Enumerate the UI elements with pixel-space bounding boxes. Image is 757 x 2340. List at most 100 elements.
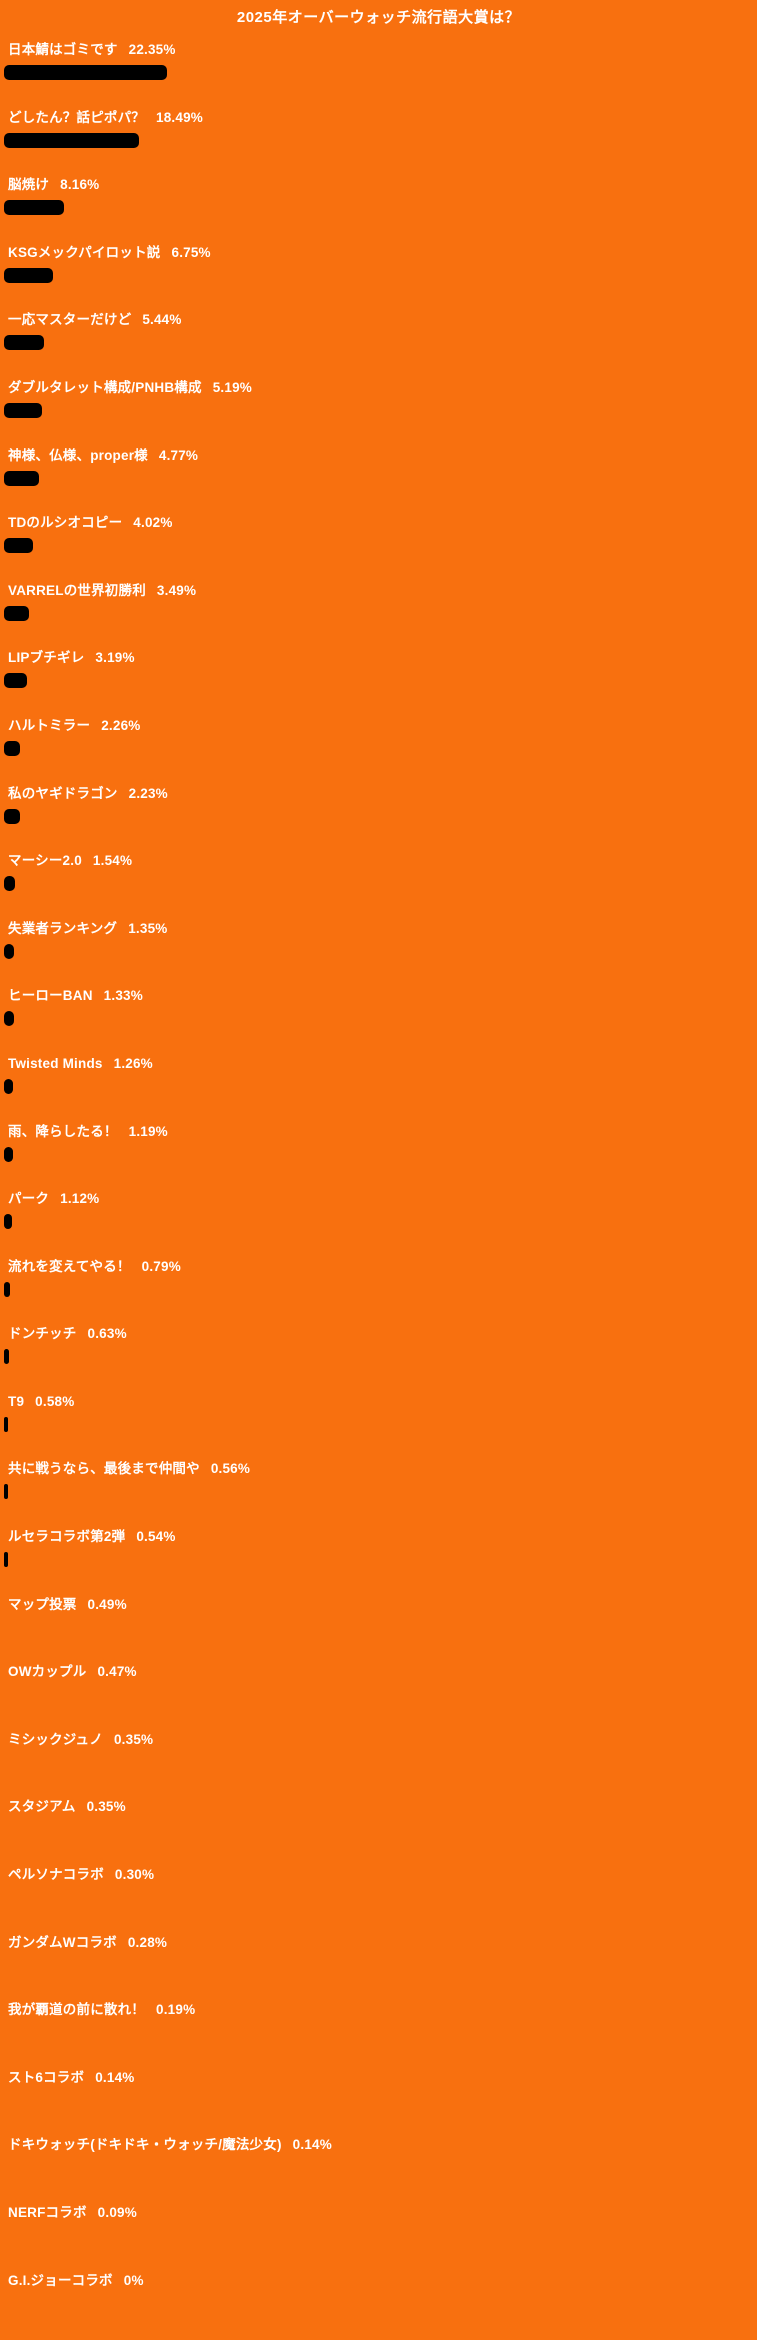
bar [4, 1146, 13, 1162]
category-label: NERFコラボ [8, 2205, 87, 2220]
value-label: 0.56% [210, 1461, 251, 1477]
value-label: 6.75% [171, 244, 211, 260]
category-label: ガンダムWコラボ [8, 1934, 117, 1950]
row-label: どしたん？話ピポパ？ 18.49% [8, 110, 757, 125]
row-label: ヒーローBAN 1.33% [8, 988, 757, 1003]
row-label: LIPブチギレ 3.19% [8, 650, 757, 665]
chart-row: 私のヤギドラゴン 2.23% [0, 786, 757, 854]
chart-row: OWカップル 0.47% [0, 1664, 757, 1732]
value-label: 8.16% [60, 177, 100, 193]
row-label: Twisted Minds 1.26% [8, 1056, 757, 1071]
bar [4, 65, 168, 80]
value-label: 0.58% [35, 1393, 75, 1409]
row-label: TDのルシオコピー 4.02% [8, 515, 757, 530]
category-label: ヒーローBAN [8, 988, 93, 1004]
value-label: 1.35% [128, 920, 168, 936]
category-label: スト6コラボ [8, 2069, 85, 2085]
category-label: マップ投票 [8, 1596, 77, 1612]
row-label: ドキウォッチ(ドキドキ・ウォッチ/魔法少女) 0.14% [8, 2137, 757, 2152]
category-label: どしたん？話ピポパ？ [8, 109, 145, 125]
chart-row: 我が覇道の前に散れ！ 0.19% [0, 2002, 757, 2070]
bar [4, 673, 28, 689]
category-label: 流れを変えてやる！ [8, 1258, 131, 1274]
chart-row: G.I.ジョーコラボ 0% [0, 2273, 757, 2340]
row-label: T9 0.58% [8, 1394, 757, 1409]
chart-row: 一応マスターだけど 5.44% [0, 312, 757, 380]
chart-row: TDのルシオコピー 4.02% [0, 515, 757, 583]
value-label: 0.28% [127, 1934, 168, 1950]
row-label: ペルソナコラボ 0.30% [8, 1867, 757, 1882]
category-label: G.I.ジョーコラボ [8, 2272, 113, 2288]
chart-row: NERFコラボ 0.09% [0, 2205, 757, 2273]
category-label: Twisted Minds [8, 1055, 103, 1071]
value-label: 1.26% [113, 1055, 153, 1071]
row-label: ルセラコラボ第2弾 0.54% [8, 1529, 757, 1544]
value-label: 0.19% [156, 2002, 196, 2018]
value-label: 4.02% [133, 515, 173, 531]
row-label: スタジアム 0.35% [8, 1799, 757, 1814]
category-label: ダブルタレット構成/PNHB構成 [8, 379, 202, 395]
value-label: 0.54% [136, 1529, 176, 1545]
bar [4, 1416, 9, 1432]
chart-row: スタジアム 0.35% [0, 1799, 757, 1867]
category-label: ドンチッチ [8, 1326, 77, 1342]
chart-row: T9 0.58% [0, 1394, 757, 1462]
row-label: ダブルタレット構成/PNHB構成 5.19% [8, 380, 757, 395]
bar [4, 943, 14, 959]
chart-row: 失業者ランキング 1.35% [0, 921, 757, 989]
value-label: 1.12% [60, 1191, 100, 1207]
category-label: 雨、降らしたる！ [8, 1123, 118, 1139]
row-label: 我が覇道の前に散れ！ 0.19% [8, 2002, 757, 2017]
row-label: 脳焼け 8.16% [8, 177, 757, 192]
chart-row: ドンチッチ 0.63% [0, 1326, 757, 1394]
row-label: 日本鯖はゴミです 22.35% [8, 42, 757, 57]
chart-row: KSGメックパイロット説 6.75% [0, 245, 757, 313]
chart-row: ヒーローBAN 1.33% [0, 988, 757, 1056]
category-label: OWカップル [8, 1664, 87, 1680]
chart-row: 神様、仏様、proper様 4.77% [0, 448, 757, 516]
value-label: 0.47% [97, 1664, 137, 1680]
value-label: 2.26% [101, 717, 141, 733]
row-label: 失業者ランキング 1.35% [8, 921, 757, 936]
category-label: VARRELの世界初勝利 [8, 582, 146, 598]
row-label: ガンダムWコラボ 0.28% [8, 1935, 757, 1950]
category-label: パーク [8, 1191, 50, 1207]
bar [4, 470, 39, 486]
category-label: 我が覇道の前に散れ！ [8, 2002, 145, 2018]
bar [4, 1349, 9, 1365]
category-label: 一応マスターだけど [8, 312, 132, 328]
chart-row: ガンダムWコラボ 0.28% [0, 1935, 757, 2003]
value-label: 3.19% [95, 650, 135, 666]
value-label: 0.35% [113, 1731, 154, 1747]
row-label: G.I.ジョーコラボ 0% [8, 2273, 757, 2288]
value-label: 1.54% [92, 853, 133, 869]
value-label: 0% [123, 2272, 144, 2288]
row-label: ミシックジュノ 0.35% [8, 1732, 757, 1747]
bar [4, 1011, 14, 1027]
row-label: KSGメックパイロット説 6.75% [8, 245, 757, 260]
value-label: 0.79% [141, 1258, 181, 1274]
value-label: 5.19% [212, 379, 252, 395]
category-label: LIPブチギレ [8, 650, 85, 666]
chart-row: ダブルタレット構成/PNHB構成 5.19% [0, 380, 757, 448]
chart-row: スト6コラボ 0.14% [0, 2070, 757, 2138]
row-label: OWカップル 0.47% [8, 1664, 757, 1679]
value-label: 4.77% [158, 447, 199, 463]
bar [4, 740, 21, 756]
chart-row: 日本鯖はゴミです 22.35% [0, 42, 757, 110]
bar [4, 1281, 10, 1297]
value-label: 0.14% [95, 2069, 135, 2085]
bar [4, 267, 54, 283]
row-label: マーシー2.0 1.54% [8, 853, 757, 868]
row-label: NERFコラボ 0.09% [8, 2205, 757, 2220]
chart-row: マップ投票 0.49% [0, 1597, 757, 1665]
value-label: 0.09% [97, 2205, 137, 2220]
bar [4, 200, 64, 216]
bar [4, 402, 42, 418]
value-label: 2.23% [128, 785, 168, 801]
chart-row: LIPブチギレ 3.19% [0, 650, 757, 718]
chart-title: 2025年オーバーウォッチ流行語大賞は？ [236, 9, 521, 26]
category-label: T9 [8, 1393, 25, 1409]
value-label: 1.33% [103, 988, 143, 1004]
bar [4, 1214, 13, 1230]
